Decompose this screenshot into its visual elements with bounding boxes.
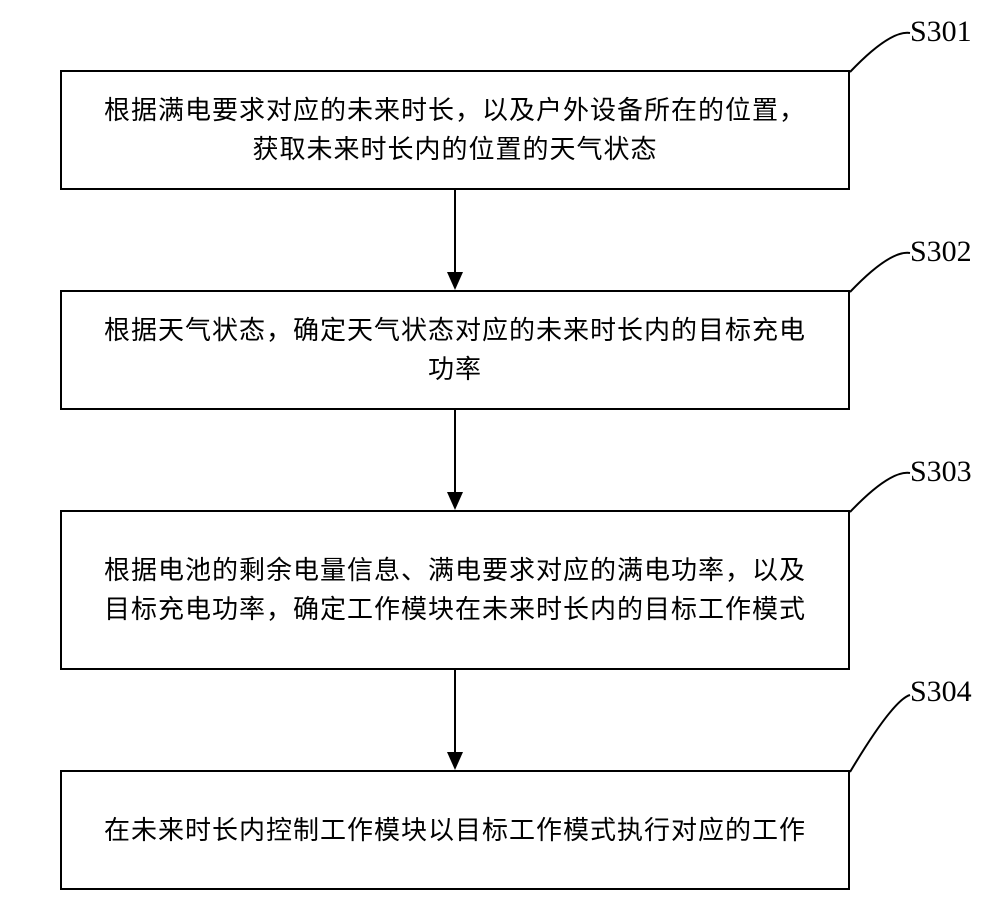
flowchart-canvas: 根据满电要求对应的未来时长，以及户外设备所在的位置，获取未来时长内的位置的天气状… [0, 0, 1000, 917]
flow-node-s303-text: 根据电池的剩余电量信息、满电要求对应的满电功率，以及目标充电功率，确定工作模块在… [92, 551, 818, 629]
flow-node-s301: 根据满电要求对应的未来时长，以及户外设备所在的位置，获取未来时长内的位置的天气状… [60, 70, 850, 190]
step-label-s302: S302 [910, 235, 972, 269]
flow-node-s301-text: 根据满电要求对应的未来时长，以及户外设备所在的位置，获取未来时长内的位置的天气状… [92, 91, 818, 169]
flow-node-s304: 在未来时长内控制工作模块以目标工作模式执行对应的工作 [60, 770, 850, 890]
flow-node-s304-text: 在未来时长内控制工作模块以目标工作模式执行对应的工作 [104, 811, 806, 850]
flow-node-s302-text: 根据天气状态，确定天气状态对应的未来时长内的目标充电功率 [92, 311, 818, 389]
step-label-s301: S301 [910, 15, 972, 49]
flow-node-s303: 根据电池的剩余电量信息、满电要求对应的满电功率，以及目标充电功率，确定工作模块在… [60, 510, 850, 670]
step-label-s303: S303 [910, 455, 972, 489]
flow-node-s302: 根据天气状态，确定天气状态对应的未来时长内的目标充电功率 [60, 290, 850, 410]
step-label-s304: S304 [910, 675, 972, 709]
